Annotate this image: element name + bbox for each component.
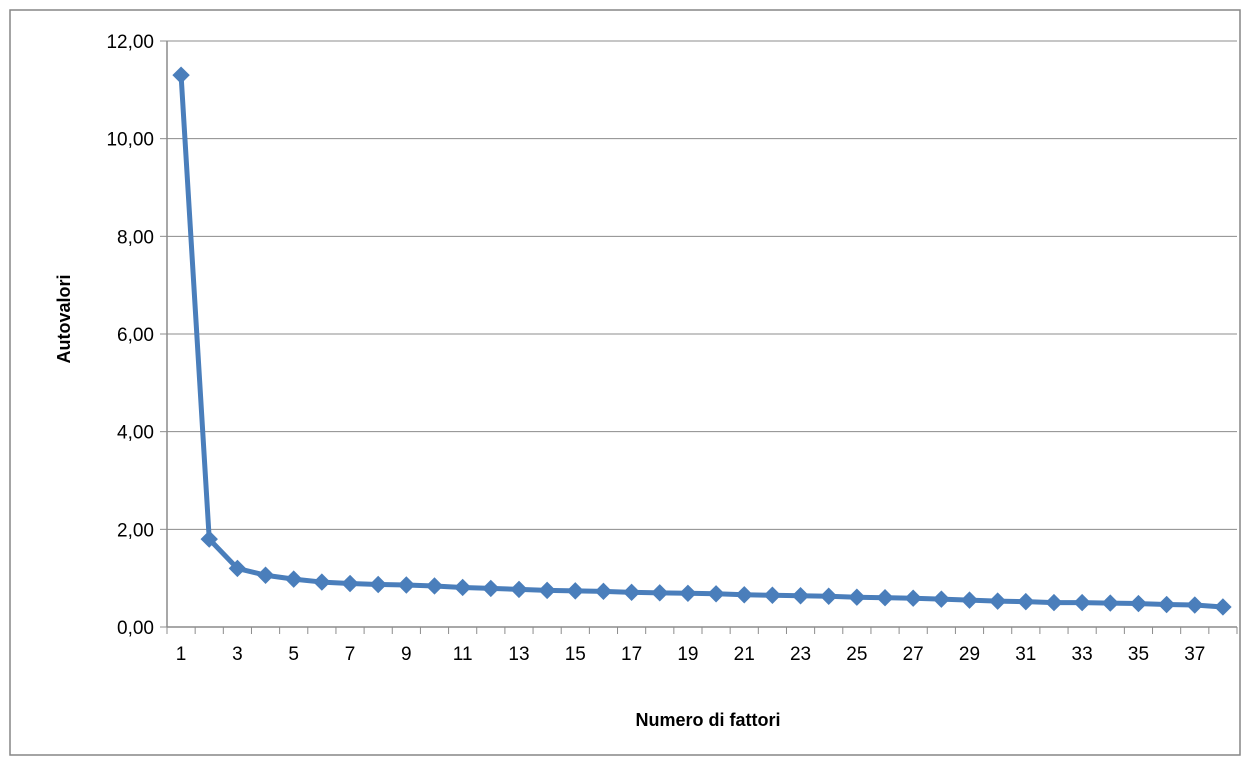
data-point-marker <box>256 566 275 584</box>
data-point-marker <box>510 580 528 599</box>
data-point-marker <box>1045 593 1063 612</box>
data-point-marker <box>820 587 838 605</box>
data-point-marker <box>651 584 669 602</box>
x-tick-label: 1 <box>176 644 187 665</box>
data-point-marker <box>1186 596 1204 614</box>
x-tick-label: 21 <box>734 644 755 665</box>
x-tick-label: 9 <box>401 644 412 665</box>
data-point-marker <box>622 583 641 602</box>
data-point-marker <box>313 573 331 591</box>
x-tick-label: 33 <box>1072 644 1093 665</box>
x-tick-label: 31 <box>1015 644 1036 665</box>
data-point-marker <box>594 582 613 601</box>
axes <box>160 40 1238 634</box>
x-tick-label: 15 <box>565 644 586 665</box>
data-point-marker <box>763 586 782 604</box>
data-point-marker <box>341 574 359 593</box>
y-tick-label: 8,00 <box>117 227 154 248</box>
gridlines <box>167 40 1237 530</box>
y-tick-label: 6,00 <box>117 325 154 346</box>
data-point-marker <box>1073 593 1091 612</box>
x-tick-label: 25 <box>846 644 867 665</box>
data-point-marker <box>1017 592 1035 611</box>
data-point-marker <box>960 591 979 609</box>
data-point-marker <box>707 585 725 603</box>
data-point-marker <box>369 575 387 594</box>
y-tick-label: 0,00 <box>117 618 154 639</box>
data-point-marker <box>285 570 303 588</box>
data-point-marker <box>988 592 1007 610</box>
y-tick-label: 10,00 <box>106 130 154 151</box>
x-tick-label: 11 <box>453 644 473 665</box>
x-tick-label: 13 <box>508 644 529 665</box>
data-point-marker <box>172 66 190 84</box>
data-point-marker <box>397 576 416 594</box>
x-tick-label: 23 <box>790 644 811 665</box>
data-point-marker <box>566 582 584 600</box>
data-point-marker <box>228 559 247 578</box>
y-axis-title: Autovalori <box>54 274 74 363</box>
data-point-marker <box>453 578 472 597</box>
data-point-marker <box>876 588 894 607</box>
x-tick-label: 3 <box>232 644 243 665</box>
data-point-marker <box>1214 598 1232 616</box>
data-point-marker <box>735 586 753 604</box>
data-point-marker <box>482 579 500 598</box>
data-point-marker <box>679 584 697 603</box>
data-point-marker <box>200 530 218 548</box>
data-point-marker <box>1157 595 1176 614</box>
x-tick-label: 7 <box>345 644 356 665</box>
y-tick-label: 4,00 <box>117 423 154 444</box>
x-tick-label: 35 <box>1128 644 1149 665</box>
x-tick-label: 27 <box>903 644 924 665</box>
data-point-marker <box>1101 594 1119 612</box>
data-point-marker <box>848 588 866 606</box>
data-point-marker <box>904 589 922 607</box>
data-point-marker <box>791 587 810 605</box>
x-tick-label: 37 <box>1184 644 1205 665</box>
x-tick-label: 5 <box>288 644 299 665</box>
chart-border <box>9 9 1241 756</box>
data-point-marker <box>538 581 556 600</box>
y-tick-label: 2,00 <box>117 520 154 541</box>
y-tick-label: 12,00 <box>106 32 154 53</box>
x-tick-label: 17 <box>621 644 642 665</box>
series <box>172 66 1232 616</box>
x-tick-label: 29 <box>959 644 980 665</box>
x-tick-label: 19 <box>677 644 698 665</box>
data-point-marker <box>932 590 951 608</box>
data-point-marker <box>1129 594 1148 613</box>
x-axis-title: Numero di fattori <box>635 710 780 730</box>
data-point-marker <box>425 577 444 595</box>
